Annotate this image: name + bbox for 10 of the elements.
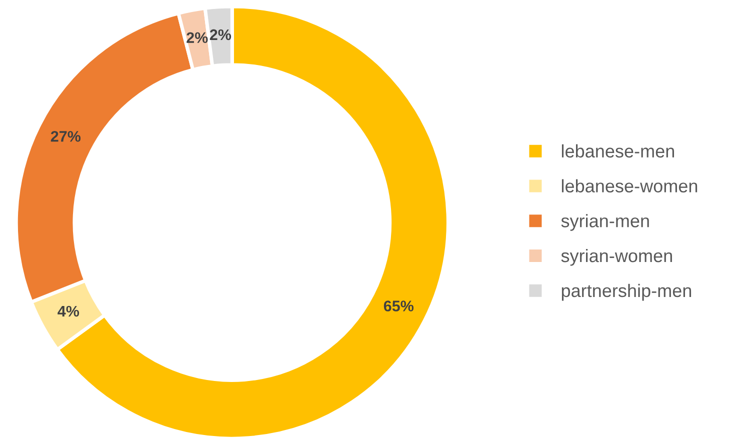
legend-label: lebanese-men	[562, 144, 674, 158]
data-label: 65%	[384, 300, 414, 312]
legend-label: lebanese-women	[562, 179, 698, 192]
data-label: 2%	[186, 32, 208, 44]
data-label: 27%	[50, 130, 81, 142]
legend-label: syrian-women	[561, 248, 672, 266]
data-label: 2%	[210, 29, 232, 40]
legend-label: partnership-men	[562, 284, 692, 301]
legend-label: syrian-men	[561, 214, 649, 231]
data-label: 4%	[58, 306, 80, 317]
